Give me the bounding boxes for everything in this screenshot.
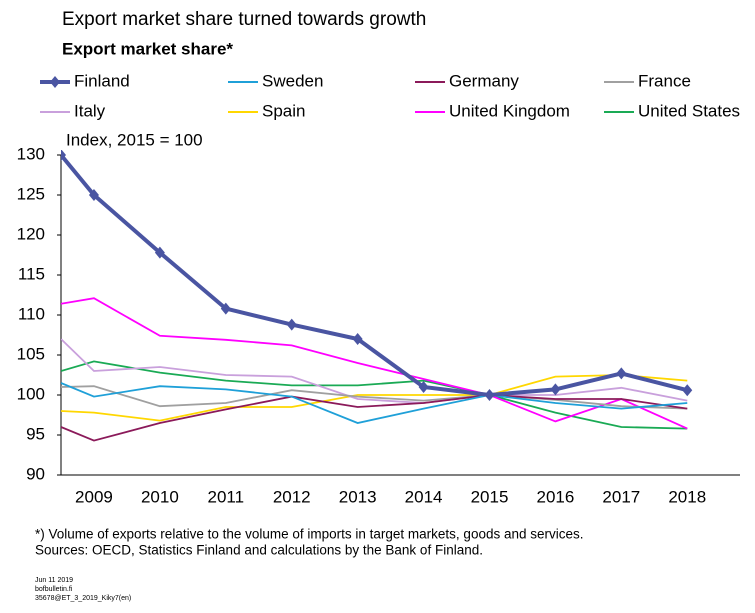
y-axis-label: Index, 2015 = 100 — [66, 130, 203, 149]
series-line — [61, 297, 688, 430]
marker — [418, 381, 429, 393]
meta: 35678@ET_3_2019_Kiky7(en) — [35, 595, 131, 602]
meta: bofbulletin.fi — [35, 586, 73, 593]
y-tick-label: 100 — [17, 384, 45, 403]
y-tick-label: 125 — [17, 184, 45, 203]
marker — [154, 246, 165, 259]
marker — [616, 367, 627, 380]
x-tick-label: 2011 — [208, 487, 245, 506]
series-line — [61, 385, 688, 410]
legend-label: United Kingdom — [449, 101, 570, 120]
chart-title: Export market share turned towards growt… — [62, 9, 426, 30]
legend-label: United States — [638, 101, 740, 120]
y-tick-label: 120 — [17, 224, 45, 243]
legend-label: France — [638, 71, 691, 90]
marker — [220, 302, 231, 315]
sources: Sources: OECD, Statistics Finland and ca… — [35, 543, 483, 558]
x-tick-label: 2014 — [405, 487, 443, 506]
series-line — [61, 374, 688, 422]
marker — [550, 383, 561, 396]
x-tick-label: 2012 — [273, 487, 311, 506]
series-line — [61, 394, 688, 442]
series-line — [61, 153, 688, 398]
x-tick-label: 2017 — [602, 487, 640, 506]
x-tick-label: 2018 — [668, 487, 706, 506]
series-line — [61, 382, 688, 424]
marker — [61, 150, 66, 161]
marker — [88, 189, 99, 201]
marker — [286, 318, 297, 331]
series-line — [61, 338, 688, 404]
marker — [484, 389, 495, 401]
legend-label: Germany — [449, 71, 519, 90]
x-tick-label: 2016 — [537, 487, 575, 506]
y-tick-label: 105 — [17, 344, 45, 363]
plot — [61, 150, 693, 442]
legend-label: Finland — [74, 71, 130, 90]
y-tick-label: 110 — [18, 304, 45, 323]
legend-label: Spain — [262, 101, 305, 120]
legend-label: Italy — [74, 101, 106, 120]
x-tick-label: 2013 — [339, 487, 377, 506]
y-tick-label: 115 — [18, 264, 45, 283]
x-tick-label: 2015 — [471, 487, 509, 506]
y-tick-label: 95 — [26, 424, 45, 443]
legend-marker — [50, 76, 60, 88]
y-tick-label: 90 — [26, 464, 45, 483]
x-tick-label: 2010 — [141, 487, 179, 506]
marker — [352, 333, 363, 345]
footnote: *) Volume of exports relative to the vol… — [35, 527, 584, 542]
legend-label: Sweden — [262, 71, 323, 90]
meta: Jun 11 2019 — [35, 577, 73, 584]
y-tick-label: 130 — [17, 144, 45, 163]
chart-subtitle: Export market share* — [62, 39, 233, 58]
marker — [682, 384, 693, 397]
x-tick-label: 2009 — [75, 487, 113, 506]
